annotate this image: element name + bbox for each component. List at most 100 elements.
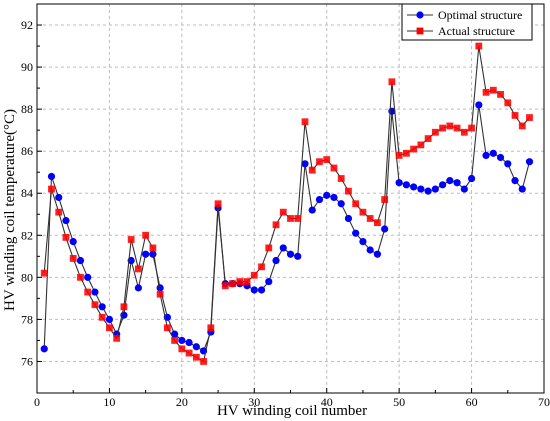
- y-tick-label: 82: [21, 228, 33, 242]
- data-point: [98, 303, 106, 311]
- series-line: [43, 46, 530, 363]
- data-point: [330, 193, 338, 202]
- data-point: [287, 215, 294, 222]
- series-actual: [40, 42, 533, 365]
- data-point: [192, 343, 200, 351]
- data-point: [257, 286, 266, 294]
- data-point: [272, 221, 280, 229]
- data-point: [475, 101, 483, 109]
- y-tick-label: 80: [21, 270, 33, 284]
- data-point: [316, 158, 323, 166]
- data-point: [294, 215, 302, 222]
- x-tick-label: 70: [538, 395, 550, 409]
- data-point: [374, 219, 381, 227]
- data-point: [308, 166, 316, 174]
- data-point: [460, 185, 468, 193]
- x-tick-label: 30: [248, 395, 260, 409]
- data-point: [504, 99, 512, 107]
- x-axis-label: HV winding coil number: [217, 403, 367, 419]
- data-point: [323, 191, 331, 199]
- data-point: [279, 208, 287, 216]
- data-point: [91, 288, 99, 296]
- y-axis-label: HV winding coil temperature(°C): [2, 109, 18, 311]
- data-point: [345, 187, 352, 195]
- data-point: [337, 200, 345, 208]
- data-point: [55, 193, 63, 202]
- data-point: [265, 244, 273, 252]
- data-point: [113, 334, 121, 342]
- data-point: [489, 86, 497, 94]
- legend-marker: [416, 27, 424, 35]
- data-point: [98, 313, 106, 321]
- data-point: [135, 265, 142, 273]
- data-point: [243, 278, 251, 285]
- data-point: [453, 179, 461, 187]
- data-point: [373, 250, 382, 258]
- data-point: [315, 195, 324, 204]
- data-point: [91, 301, 99, 309]
- data-point: [294, 252, 302, 260]
- data-point: [439, 181, 447, 189]
- series-optimal: [40, 101, 534, 355]
- data-point: [55, 208, 63, 216]
- data-point: [424, 187, 432, 195]
- data-point: [366, 215, 374, 222]
- data-point: [40, 269, 48, 277]
- y-tick-label: 78: [21, 312, 33, 326]
- data-point: [185, 349, 193, 357]
- data-point: [518, 185, 526, 193]
- data-point: [134, 284, 142, 292]
- data-point: [395, 151, 403, 159]
- data-point: [192, 353, 200, 361]
- data-point: [467, 174, 476, 183]
- data-point: [352, 200, 360, 208]
- x-tick-label: 50: [393, 395, 405, 409]
- data-point: [142, 231, 150, 239]
- data-point: [402, 181, 410, 189]
- data-point: [431, 128, 439, 136]
- data-point: [105, 315, 114, 324]
- data-point: [156, 284, 164, 292]
- data-point: [518, 122, 526, 130]
- data-point: [381, 196, 389, 203]
- data-point: [127, 236, 135, 243]
- data-point: [402, 149, 410, 157]
- data-point: [200, 358, 207, 365]
- data-point: [410, 183, 418, 191]
- data-point: [489, 149, 497, 157]
- data-point: [250, 286, 258, 294]
- data-point: [439, 124, 446, 132]
- data-point: [265, 277, 273, 286]
- data-point: [468, 124, 475, 132]
- legend-label: Optimal structure: [438, 8, 522, 22]
- y-tick-label: 92: [21, 18, 33, 32]
- data-point: [453, 124, 461, 132]
- data-point: [106, 324, 113, 332]
- x-tick-label: 0: [34, 395, 40, 409]
- x-tick-label: 40: [321, 395, 333, 409]
- data-point: [185, 338, 193, 347]
- data-point: [84, 288, 92, 296]
- data-point: [77, 273, 84, 281]
- plot-border: [36, 3, 545, 394]
- data-point: [482, 151, 490, 159]
- data-point: [178, 336, 186, 345]
- y-tick-label: 88: [21, 102, 33, 116]
- data-point: [301, 160, 309, 168]
- data-point: [258, 263, 265, 271]
- data-point: [359, 238, 367, 246]
- data-point: [62, 216, 70, 225]
- data-point: [84, 273, 92, 281]
- data-point: [323, 156, 331, 163]
- data-point: [417, 141, 425, 149]
- data-point: [149, 250, 157, 258]
- data-point: [229, 280, 236, 288]
- data-point: [236, 278, 244, 285]
- data-point: [395, 179, 403, 187]
- data-point: [446, 122, 454, 130]
- data-point: [504, 160, 512, 168]
- axis-ticks: 0 10 20 30 40 50 60 70 76 78 80 82 84 86 88 90 92: [21, 18, 550, 409]
- data-point: [475, 42, 483, 50]
